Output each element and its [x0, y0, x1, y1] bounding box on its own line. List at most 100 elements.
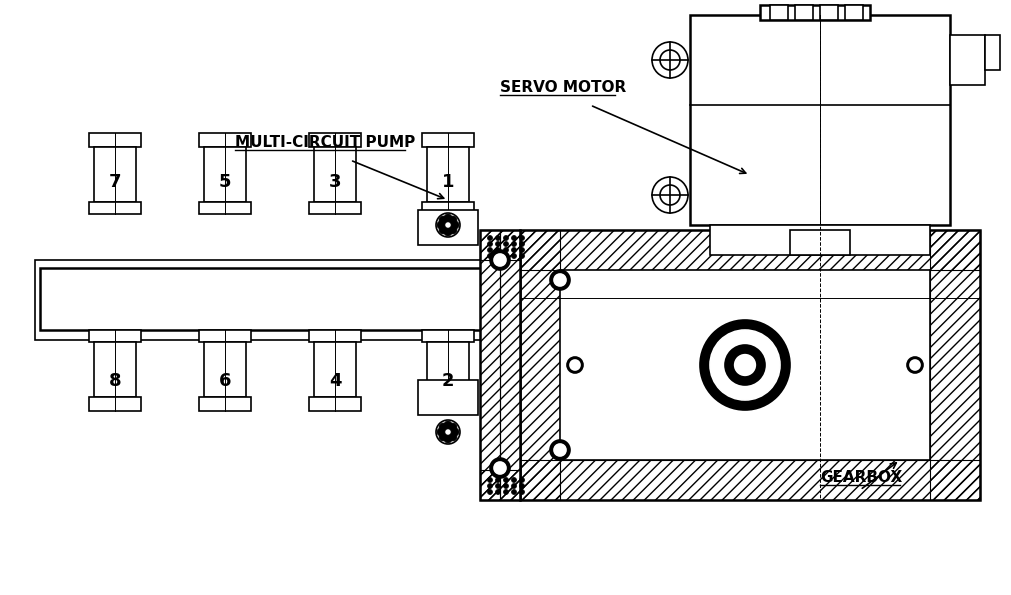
Bar	[308, 397, 361, 411]
Circle shape	[444, 435, 452, 443]
Circle shape	[487, 236, 492, 240]
Bar	[520, 460, 979, 500]
Circle shape	[553, 274, 565, 286]
Circle shape	[444, 228, 452, 236]
Bar	[479, 230, 520, 260]
Circle shape	[503, 242, 508, 246]
Circle shape	[566, 357, 582, 373]
Circle shape	[511, 478, 516, 483]
Circle shape	[569, 360, 579, 370]
Bar	[844, 5, 862, 20]
Circle shape	[519, 242, 524, 246]
Bar	[422, 202, 473, 214]
Circle shape	[659, 185, 679, 205]
Bar	[769, 5, 788, 20]
Circle shape	[439, 226, 447, 234]
Bar	[313, 342, 356, 397]
Circle shape	[495, 478, 500, 483]
Circle shape	[519, 248, 524, 252]
Text: MULTI-CIRCUIT PUMP: MULTI-CIRCUIT PUMP	[235, 135, 415, 150]
Bar	[89, 397, 141, 411]
Text: 1: 1	[442, 173, 454, 190]
Circle shape	[511, 484, 516, 488]
Circle shape	[519, 236, 524, 240]
Circle shape	[503, 248, 508, 252]
Circle shape	[909, 360, 919, 370]
Circle shape	[519, 484, 524, 488]
Circle shape	[495, 242, 500, 246]
Bar	[418, 380, 477, 415]
Circle shape	[451, 428, 459, 436]
Circle shape	[449, 216, 457, 224]
Circle shape	[659, 50, 679, 70]
Circle shape	[511, 253, 516, 258]
Circle shape	[489, 250, 510, 270]
Bar	[308, 330, 361, 342]
Bar	[499, 230, 520, 500]
Bar	[427, 342, 468, 397]
Text: 4: 4	[329, 371, 341, 390]
Circle shape	[437, 221, 445, 229]
Circle shape	[906, 357, 922, 373]
Bar	[790, 230, 849, 255]
Text: 8: 8	[108, 371, 121, 390]
Bar	[795, 5, 812, 20]
Circle shape	[439, 216, 447, 224]
Circle shape	[493, 254, 506, 266]
Circle shape	[437, 428, 445, 436]
Circle shape	[489, 458, 510, 478]
Bar	[422, 133, 473, 147]
Bar	[204, 342, 246, 397]
Text: GEARBOX: GEARBOX	[819, 470, 902, 485]
Circle shape	[511, 490, 516, 494]
Text: 7: 7	[108, 173, 121, 190]
Bar	[559, 270, 929, 460]
Bar	[94, 147, 135, 202]
Circle shape	[503, 236, 508, 240]
Circle shape	[495, 253, 500, 258]
Circle shape	[503, 484, 508, 488]
Circle shape	[487, 248, 492, 252]
Circle shape	[553, 444, 565, 456]
Bar	[479, 230, 520, 500]
Circle shape	[700, 320, 790, 410]
Circle shape	[651, 177, 687, 213]
Circle shape	[487, 242, 492, 246]
Circle shape	[451, 221, 459, 229]
Circle shape	[495, 236, 500, 240]
Bar	[710, 225, 929, 255]
Bar	[427, 147, 468, 202]
Bar	[308, 133, 361, 147]
Circle shape	[549, 270, 569, 290]
Circle shape	[549, 440, 569, 460]
Bar	[819, 5, 837, 20]
Circle shape	[449, 226, 457, 234]
Bar	[199, 133, 251, 147]
Circle shape	[449, 423, 457, 431]
Bar	[40, 268, 520, 330]
Bar	[520, 230, 979, 500]
Circle shape	[487, 490, 492, 494]
Circle shape	[519, 478, 524, 483]
Bar	[199, 397, 251, 411]
Bar	[89, 330, 141, 342]
Circle shape	[503, 253, 508, 258]
Bar	[520, 230, 559, 500]
Circle shape	[710, 330, 779, 400]
Circle shape	[495, 248, 500, 252]
Bar	[759, 5, 869, 20]
Circle shape	[495, 484, 500, 488]
Circle shape	[724, 345, 764, 385]
Text: 3: 3	[329, 173, 341, 190]
Circle shape	[436, 420, 460, 444]
Bar	[520, 230, 979, 270]
Circle shape	[449, 433, 457, 441]
Bar	[984, 35, 999, 70]
Bar	[929, 230, 979, 500]
Bar	[422, 330, 473, 342]
Circle shape	[651, 42, 687, 78]
Bar	[313, 147, 356, 202]
Bar	[308, 202, 361, 214]
Text: SERVO MOTOR: SERVO MOTOR	[499, 80, 626, 95]
Bar	[479, 470, 520, 500]
